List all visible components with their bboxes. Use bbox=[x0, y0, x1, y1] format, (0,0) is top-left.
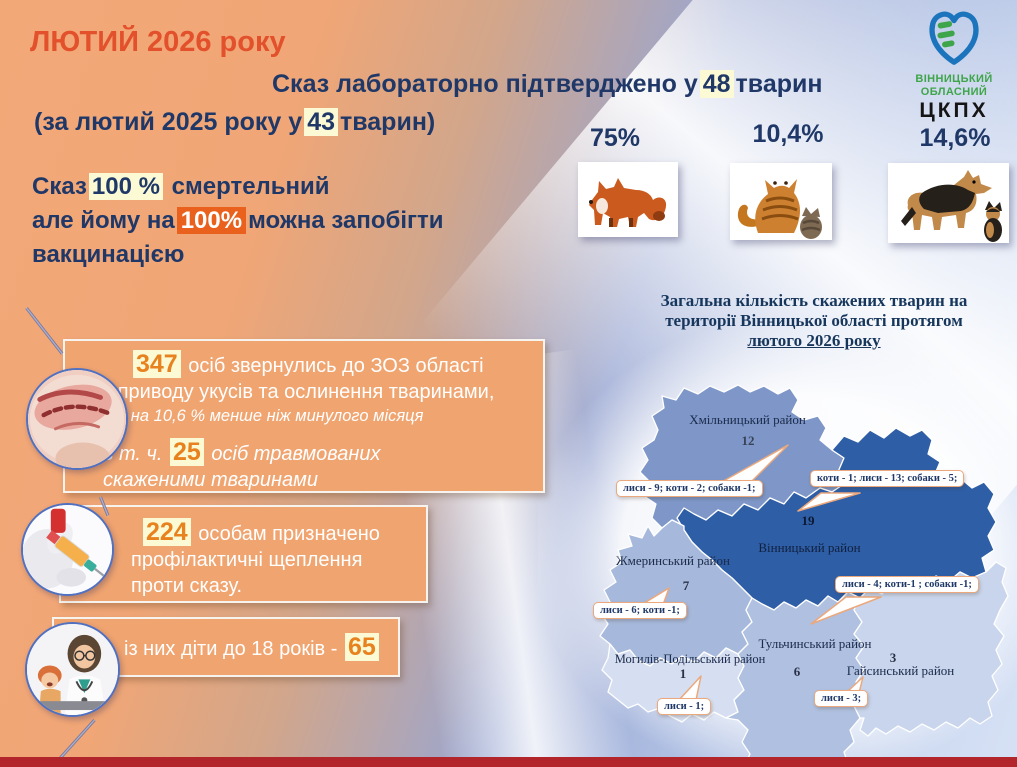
syringe-image bbox=[23, 505, 112, 594]
needle-pin-top bbox=[25, 307, 64, 355]
cats-percentage: 10,4% bbox=[752, 120, 824, 148]
dogs-icon bbox=[901, 170, 1002, 242]
lethal-l1-prefix: Сказ bbox=[32, 173, 87, 200]
lethal-line-1: Сказ 100 % смертельний bbox=[32, 170, 572, 204]
box3-value-65: 65 bbox=[344, 633, 379, 661]
doctor-image bbox=[27, 624, 118, 715]
district-count-tulchynskyi: 6 bbox=[793, 664, 801, 679]
district-tulchynskyi bbox=[725, 591, 865, 767]
district-map-svg bbox=[599, 384, 1009, 767]
previous-count: 43 bbox=[304, 108, 338, 136]
box2-text: особам призначено профілактичні щеплення… bbox=[131, 523, 380, 597]
confirmed-line: Сказ лабораторно підтверджено у 48 тварин bbox=[272, 70, 822, 99]
box1-value-347: 347 bbox=[133, 350, 181, 378]
previous-year-line: (за лютий 2025 року у 43 тварин) bbox=[34, 108, 435, 137]
map-title-line1: Загальна кількість скажених тварин на bbox=[660, 291, 968, 310]
district-count-zhmerynskyi: 7 bbox=[682, 578, 690, 593]
box1-value-25: 25 bbox=[170, 438, 204, 466]
syringe-photo bbox=[21, 503, 114, 596]
lethality-statement: Сказ 100 % смертельний але йому на 100% мож… bbox=[32, 170, 572, 272]
lethal-l2-value: 100% bbox=[176, 207, 247, 234]
vaccination-statistics-box: 224 особам призначено профілактичні щепл… bbox=[59, 505, 428, 603]
confirmed-prefix: Сказ лабораторно підтверджено у bbox=[272, 70, 698, 98]
box1-line1-text: осіб звернулись до ЗОЗ області bbox=[188, 355, 484, 377]
district-count-vinnytskyi: 19 bbox=[801, 513, 815, 528]
cats-image bbox=[730, 163, 832, 240]
logo-text-line3: ЦКПХ bbox=[919, 99, 989, 122]
bites-statistics-box: 347 осіб звернулись до ЗОЗ області з при… bbox=[63, 339, 545, 493]
confirmed-suffix: тварин bbox=[735, 70, 823, 98]
callout-tail-vinnytskyi bbox=[797, 492, 861, 512]
lethal-line-3: вакцинацією bbox=[32, 241, 185, 268]
map-title-line3: лютого 2026 року bbox=[747, 331, 881, 350]
district-label-zhmerynskyi: Жмеринський район bbox=[616, 553, 730, 568]
callout-tulchynskyi: лиси - 4; коти-1 ; собаки -1; bbox=[835, 576, 979, 593]
lethal-l1-suffix: смертельний bbox=[164, 173, 330, 200]
callout-vinnytskyi: коти - 1; лиси - 13; собаки - 5; bbox=[810, 470, 965, 487]
oblast-map bbox=[592, 378, 1017, 767]
doctor-illustration bbox=[25, 622, 120, 717]
box3-text: із них діти до 18 років - bbox=[124, 638, 338, 660]
lethal-l1-value: 100 % bbox=[88, 173, 163, 200]
previous-suffix: тварин) bbox=[340, 108, 436, 136]
wound-image bbox=[28, 370, 126, 468]
district-label-mohyliv: Могилів-Подільський район bbox=[614, 652, 766, 666]
fox-percentage: 75% bbox=[589, 124, 641, 152]
district-count-haisynskyi: 3 bbox=[889, 650, 897, 665]
callout-zhmerynskyi: лиси - 6; коти -1; bbox=[593, 602, 687, 619]
organization-logo: ВІННИЦЬКИЙ ОБЛАСНИЙ ЦКПХ bbox=[893, 6, 1015, 123]
box1-line1: 347 осіб звернулись до ЗОЗ області bbox=[103, 350, 535, 379]
dogs-image bbox=[888, 163, 1009, 243]
district-label-tulchynskyi: Тульчинський район bbox=[758, 636, 872, 651]
box2-value-224: 224 bbox=[143, 518, 191, 546]
callout-mohyliv: лиси - 1; bbox=[657, 698, 712, 715]
map-title-line2: території Вінницької області протягом bbox=[665, 311, 963, 330]
box1-line4-suffix: осіб травмованих bbox=[211, 443, 381, 465]
heart-shield-icon bbox=[929, 11, 979, 65]
cats-icon bbox=[737, 179, 822, 239]
confirmed-count: 48 bbox=[699, 70, 734, 98]
lethal-l2-suffix: можна запобігти bbox=[248, 207, 444, 234]
box1-line5: скаженими тваринами bbox=[103, 469, 318, 491]
lethal-l2-prefix: але йому на bbox=[32, 207, 175, 234]
logo-text-line2: ОБЛАСНИЙ bbox=[920, 86, 988, 98]
box1-spacer bbox=[103, 427, 535, 439]
callout-khmilnytskyi: лиси - 9; коти - 2; собаки -1; bbox=[616, 480, 763, 497]
lethal-line-2: але йому на 100% можна запобігти bbox=[32, 204, 572, 238]
logo-text-line1: ВІННИЦЬКИЙ bbox=[915, 73, 993, 85]
callout-tail-tulchynskyi bbox=[810, 596, 882, 625]
box1-line4: в т. ч. 25 осіб травмованих bbox=[103, 438, 535, 467]
box1-line3: що на 10,6 % менше ніж минулого місяця bbox=[103, 407, 424, 425]
month-title: ЛЮТИЙ 2026 року bbox=[30, 26, 286, 58]
district-label-haisynskyi: Гайсинський район bbox=[846, 663, 955, 678]
box1-line2: з приводу укусів та ослинення тваринами, bbox=[103, 381, 495, 403]
previous-prefix: (за лютий 2025 року у bbox=[34, 108, 303, 136]
callout-haisynskyi: лиси - 3; bbox=[814, 690, 869, 707]
district-label-vinnytskyi: Вінницький район bbox=[758, 540, 861, 555]
footer-red-bar bbox=[0, 757, 1017, 767]
district-label-khmilnytskyi: Хмільницький район bbox=[689, 412, 806, 427]
fox-icon bbox=[589, 178, 667, 227]
district-count-mohyliv: 1 bbox=[679, 666, 687, 681]
dogs-percentage: 14,6% bbox=[919, 124, 991, 152]
wound-photo bbox=[26, 368, 128, 470]
fox-image bbox=[578, 162, 678, 237]
map-title: Загальна кількість скажених тварин на те… bbox=[618, 291, 1010, 351]
district-count-khmilnytskyi: 12 bbox=[741, 433, 755, 448]
